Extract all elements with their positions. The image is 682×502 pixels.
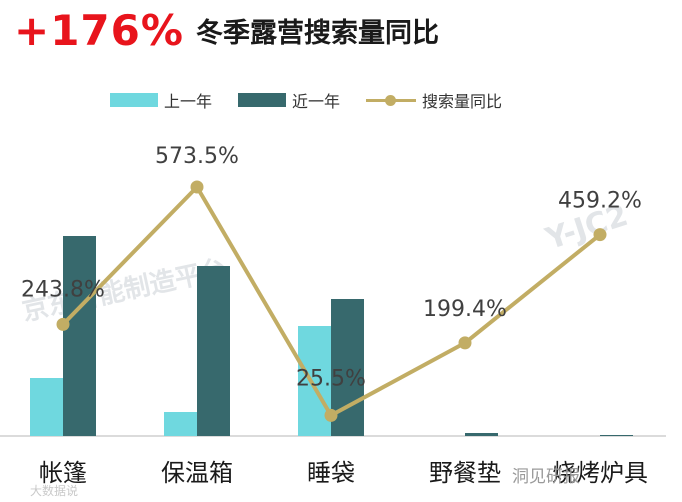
footer-source-right: 洞见研报 — [512, 467, 580, 487]
category-label-2: 睡袋 — [307, 459, 355, 487]
headline-number: +176% — [14, 6, 184, 55]
bar-this-year-3 — [465, 433, 498, 436]
category-label-3: 野餐垫 — [429, 459, 501, 487]
footer-source-left: 大数据说 — [30, 484, 79, 498]
yoy-point-4 — [593, 228, 607, 242]
legend-swatch-yoy — [366, 93, 417, 107]
yoy-label-0: 243.8% — [21, 277, 105, 302]
yoy-label-4: 459.2% — [558, 189, 642, 214]
legend-swatch-this-year — [238, 93, 287, 107]
bar-layer — [30, 236, 633, 436]
yoy-point-3 — [458, 336, 472, 350]
bar-last-year-1 — [164, 412, 197, 436]
legend-swatch-last-year — [110, 93, 158, 107]
yoy-point-2 — [324, 408, 338, 422]
category-label-0: 帐篷 — [39, 459, 87, 487]
bar-last-year-0 — [30, 378, 63, 436]
category-label-1: 保温箱 — [161, 459, 233, 487]
label-layer: 243.8% 573.5% 25.5% 199.4% 459.2% — [21, 144, 642, 391]
legend-item-last-year: 上一年 — [110, 88, 212, 112]
legend-label-this-year: 近一年 — [292, 92, 341, 111]
legend-label-yoy: 搜索量同比 — [422, 92, 503, 111]
category-label-4: 烧烤炉具 — [552, 459, 648, 487]
chart-title: 冬季露营搜索量同比 — [195, 18, 439, 49]
bar-this-year-0 — [63, 236, 96, 436]
yoy-line-layer — [56, 180, 607, 422]
yoy-label-3: 199.4% — [423, 297, 507, 322]
legend-label-last-year: 上一年 — [164, 92, 213, 111]
bar-this-year-4 — [600, 435, 633, 436]
yoy-point-0 — [56, 317, 70, 331]
headline: +176% 冬季露营搜索量同比 — [14, 6, 439, 55]
legend-item-this-year: 近一年 — [238, 88, 340, 112]
category-labels: 帐篷 保温箱 睡袋 野餐垫 烧烤炉具 — [39, 459, 648, 487]
yoy-label-2: 25.5% — [296, 366, 366, 391]
legend: 上一年 近一年 搜索量同比 — [110, 88, 528, 112]
yoy-point-1 — [190, 180, 204, 194]
yoy-label-1: 573.5% — [155, 144, 239, 169]
legend-item-yoy: 搜索量同比 — [366, 88, 502, 112]
bar-this-year-1 — [197, 266, 230, 436]
